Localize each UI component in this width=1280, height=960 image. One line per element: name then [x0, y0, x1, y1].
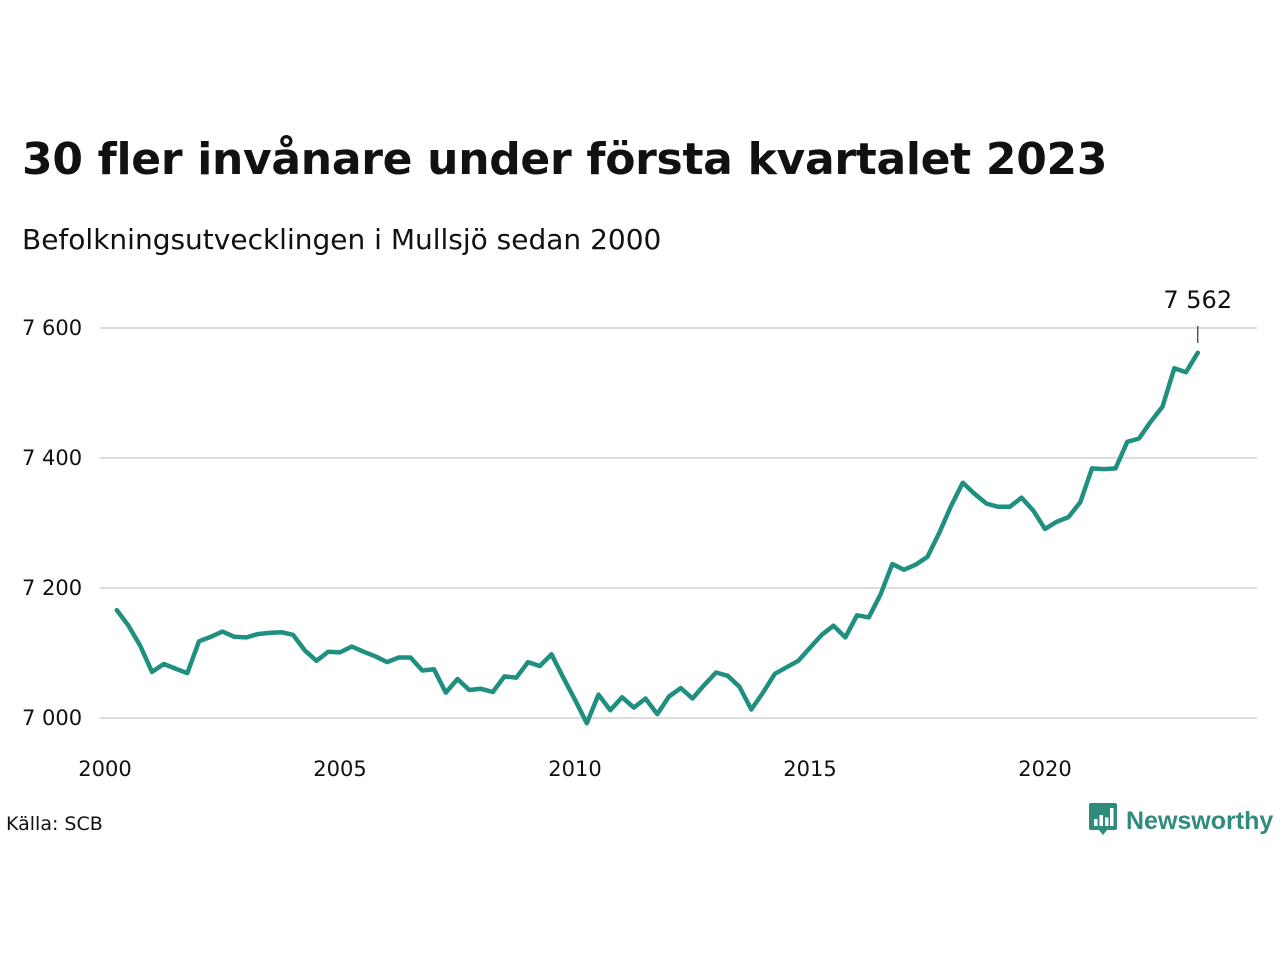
- y-tick-label: 7 600: [22, 316, 82, 340]
- end-value-label: 7 562: [1163, 286, 1232, 314]
- x-tick-label: 2005: [313, 757, 366, 781]
- series-layer: [114, 350, 1201, 726]
- y-tick-label: 7 400: [22, 446, 82, 470]
- gridlines: [100, 327, 1257, 719]
- x-tick-label: 2000: [78, 757, 131, 781]
- brand-name: Newsworthy: [1126, 806, 1274, 835]
- y-tick-label: 7 200: [22, 576, 82, 600]
- end-value-annotation: 7 562: [1163, 286, 1232, 343]
- x-axis-tick-labels: 2000 2005 2010 2015 2020: [78, 757, 1071, 781]
- chart-subtitle: Befolkningsutvecklingen i Mullsjö sedan …: [22, 223, 662, 256]
- newsworthy-brand: Newsworthy: [1088, 802, 1273, 840]
- source-credit: Källa: SCB: [6, 813, 103, 835]
- population-series-line: [114, 350, 1201, 726]
- y-axis-tick-labels: 7 000 7 200 7 400 7 600: [22, 316, 82, 730]
- x-tick-label: 2015: [783, 757, 836, 781]
- line-chart: 7 000 7 200 7 400 7 600 2000 2005 2010 2015 202…: [22, 286, 1257, 781]
- chart-title: 30 fler invånare under första kvartalet …: [22, 134, 1108, 185]
- newsworthy-logo-icon: [1088, 802, 1118, 840]
- y-tick-label: 7 000: [22, 706, 82, 730]
- x-tick-label: 2020: [1018, 757, 1071, 781]
- x-tick-label: 2010: [548, 757, 601, 781]
